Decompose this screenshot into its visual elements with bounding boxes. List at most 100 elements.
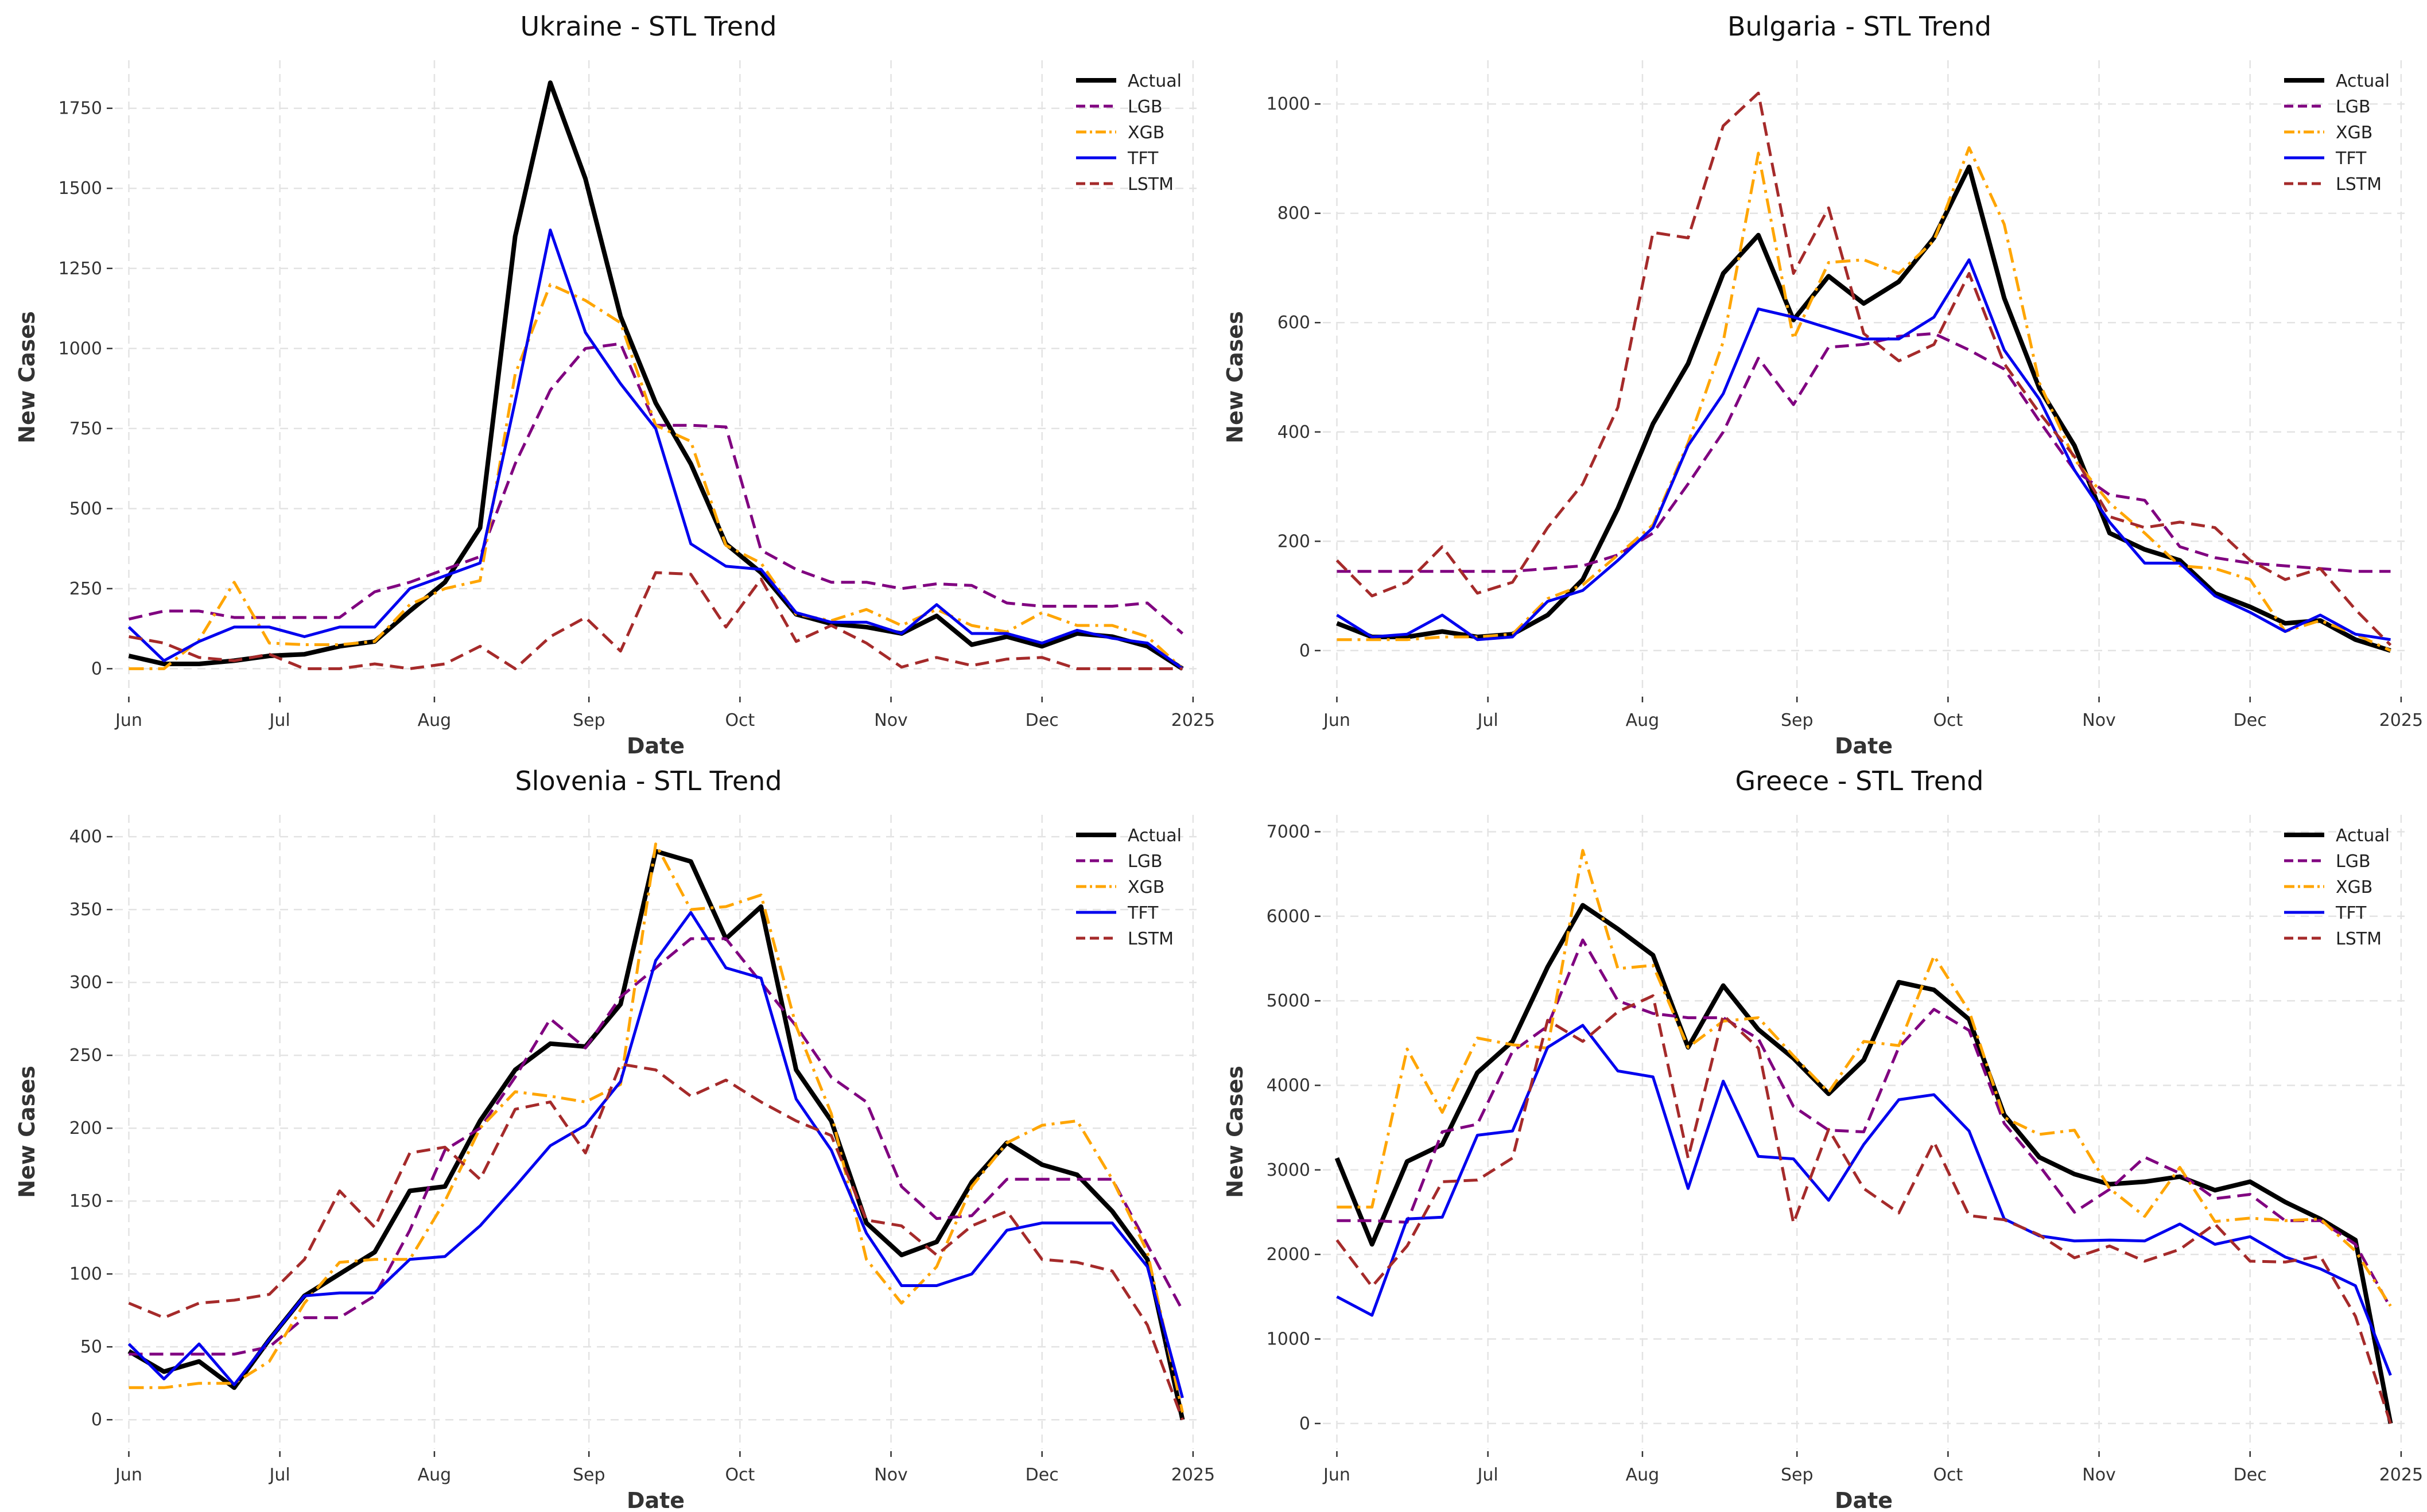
- y-tick-label: 300: [69, 973, 102, 993]
- legend-label-lstm: LSTM: [2336, 929, 2382, 949]
- x-tick-label: 2025: [1171, 710, 1215, 730]
- y-axis-label: New Cases: [14, 311, 40, 443]
- chart-panel-1: 0 200 400 600 800 1000 Jun Jul Aug Sep Oct Nov Dec 20…: [1222, 11, 2423, 759]
- legend-label-tft: TFT: [1127, 903, 1159, 923]
- legend: Actual LGB XGB TFT LSTM: [2284, 71, 2390, 195]
- series-line-tft: [127, 911, 1184, 1398]
- series-line-xgb: [1337, 146, 2391, 652]
- y-tick-label: 200: [1277, 531, 1310, 551]
- y-tick-label: 1000: [1267, 1329, 1310, 1349]
- y-tick-label: 1750: [59, 99, 102, 119]
- legend-label-lstm: LSTM: [1128, 929, 1174, 949]
- y-tick-label: 100: [69, 1264, 102, 1284]
- y-axis-label: New Cases: [1222, 1066, 1248, 1198]
- legend-label-lgb: LGB: [1128, 97, 1163, 117]
- legend-label-lgb: LGB: [1128, 852, 1163, 872]
- legend-label-actual: Actual: [1128, 826, 1182, 846]
- x-tick-label: 2025: [2379, 1465, 2423, 1485]
- x-tick-label: Jul: [269, 1465, 290, 1485]
- y-tick-label: 1000: [59, 339, 102, 359]
- y-tick-label: 0: [91, 1410, 102, 1430]
- series-line-xgb: [129, 842, 1184, 1413]
- x-tick-label: Jun: [1322, 710, 1350, 730]
- x-tick-label: Oct: [725, 710, 755, 730]
- y-tick-label: 5000: [1267, 991, 1310, 1011]
- series-line-tft: [127, 228, 1183, 670]
- y-tick-label: 800: [1277, 204, 1310, 224]
- y-tick-label: 4000: [1267, 1075, 1310, 1095]
- y-tick-label: 0: [1299, 1414, 1310, 1434]
- x-tick-label: Dec: [1026, 710, 1059, 730]
- legend-label-xgb: XGB: [1128, 123, 1164, 143]
- x-tick-label: Dec: [1026, 1465, 1059, 1485]
- y-tick-label: 400: [1277, 422, 1310, 442]
- series-line-xgb: [129, 283, 1184, 670]
- y-tick-label: 1000: [1267, 94, 1310, 114]
- y-tick-label: 350: [69, 900, 102, 920]
- x-tick-label: Aug: [1626, 710, 1660, 730]
- chart-panel-0: 0 250 500 750 1000 1250 1500 1750 Jun Jul Aug Sep Oc…: [14, 11, 1215, 759]
- x-tick-label: Sep: [1781, 710, 1814, 730]
- legend-label-lstm: LSTM: [1128, 174, 1174, 195]
- y-tick-label: 750: [69, 419, 102, 439]
- y-tick-label: 50: [80, 1337, 102, 1357]
- x-axis-label: Date: [627, 733, 685, 759]
- series-line-actual: [128, 80, 1184, 671]
- legend-label-xgb: XGB: [2336, 877, 2372, 897]
- series-line-lgb: [128, 342, 1184, 635]
- y-tick-label: 600: [1277, 313, 1310, 333]
- x-tick-label: Nov: [874, 710, 908, 730]
- y-tick-label: 250: [69, 1045, 102, 1066]
- legend: Actual LGB XGB TFT LSTM: [1076, 826, 1182, 949]
- x-tick-label: Nov: [874, 1465, 908, 1485]
- chart-panel-2: 0 50 100 150 200 250 300 350 400 Jun Jul Aug Sep Oct N…: [14, 765, 1215, 1512]
- chart-title: Greece - STL Trend: [1735, 765, 1983, 796]
- x-tick-label: Oct: [1933, 1465, 1963, 1485]
- series-line-lstm: [129, 571, 1183, 670]
- x-tick-label: Jun: [114, 710, 142, 730]
- y-tick-label: 200: [69, 1118, 102, 1138]
- series-line-actual: [1334, 903, 2393, 1424]
- legend-label-lstm: LSTM: [2336, 174, 2382, 195]
- y-tick-label: 0: [91, 659, 102, 679]
- x-axis-label: Date: [1835, 733, 1893, 759]
- x-axis-label: Date: [1835, 1488, 1893, 1512]
- x-tick-label: Jul: [1477, 1465, 1498, 1485]
- x-tick-label: Sep: [573, 710, 605, 730]
- x-tick-label: Nov: [2082, 710, 2116, 730]
- legend-label-tft: TFT: [2335, 149, 2367, 169]
- legend-label-tft: TFT: [2335, 903, 2367, 923]
- legend-label-xgb: XGB: [2336, 123, 2372, 143]
- x-tick-label: Dec: [2234, 1465, 2267, 1485]
- y-tick-label: 3000: [1267, 1160, 1310, 1180]
- x-tick-label: Jul: [1477, 710, 1498, 730]
- x-tick-label: Oct: [1933, 710, 1963, 730]
- y-tick-label: 400: [69, 827, 102, 847]
- series-line-tft: [1336, 258, 2391, 642]
- series-line-xgb: [1337, 849, 2392, 1307]
- legend-label-lgb: LGB: [2336, 852, 2371, 872]
- y-tick-label: 150: [69, 1191, 102, 1211]
- chart-title: Ukraine - STL Trend: [521, 11, 777, 42]
- x-tick-label: Sep: [573, 1465, 605, 1485]
- x-tick-label: Jul: [269, 710, 290, 730]
- y-tick-label: 7000: [1267, 822, 1310, 842]
- series-line-lgb: [129, 937, 1184, 1356]
- x-tick-label: Jun: [114, 1465, 142, 1485]
- legend-label-actual: Actual: [2336, 826, 2390, 846]
- y-axis-label: New Cases: [14, 1066, 40, 1198]
- chart-title: Bulgaria - STL Trend: [1727, 11, 1991, 42]
- series-line-lstm: [1335, 91, 2392, 647]
- x-tick-label: Nov: [2082, 1465, 2116, 1485]
- x-tick-label: 2025: [2379, 710, 2423, 730]
- x-tick-label: Aug: [418, 1465, 452, 1485]
- chart-title: Slovenia - STL Trend: [515, 765, 782, 796]
- chart-panel-3: 0 1000 2000 3000 4000 5000 6000 7000 Jun Jul Aug Se…: [1222, 765, 2423, 1512]
- series-line-lstm: [128, 1062, 1184, 1421]
- x-tick-label: Aug: [418, 710, 452, 730]
- legend-label-xgb: XGB: [1128, 877, 1164, 897]
- x-tick-label: 2025: [1171, 1465, 1215, 1485]
- series-line-tft: [1336, 1024, 2392, 1376]
- x-tick-label: Aug: [1626, 1465, 1660, 1485]
